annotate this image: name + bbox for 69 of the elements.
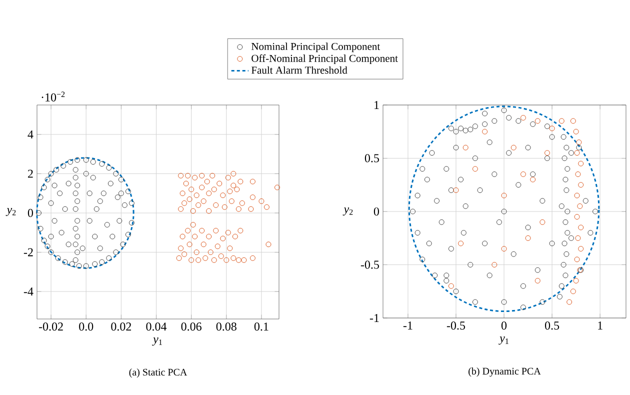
x-tick-label: -0.5: [446, 322, 466, 330]
y-tick-label: 1: [374, 101, 379, 109]
y-tick-label: -0.5: [360, 260, 380, 269]
text: Fault Alarm Threshold: [251, 66, 348, 74]
x-tick-label: 0.06: [181, 322, 202, 331]
point: [578, 224, 584, 230]
x-tick-label: 0.04: [146, 322, 167, 331]
y-tick-label: 0.5: [364, 154, 380, 162]
point: [540, 219, 546, 225]
y-tick-label: -1: [370, 314, 379, 322]
y-tick-label: 0: [374, 207, 380, 216]
point: [578, 182, 584, 188]
point: [558, 118, 564, 124]
y-axis-title: y$_{2}$: [6, 208, 16, 216]
point: [453, 187, 459, 193]
x-tick-label: 0.08: [216, 322, 236, 331]
x-axis-title: y$_{1}$: [152, 338, 162, 346]
point: [575, 235, 581, 241]
x-tick-label: 0.0: [79, 322, 94, 331]
x-tick-label: 0.5: [544, 322, 560, 330]
point: [482, 128, 488, 134]
point: [574, 214, 580, 220]
point: [458, 240, 464, 246]
x-tick-label: 0.1: [254, 322, 268, 331]
y-tick-label: -4: [24, 288, 34, 296]
point: [510, 144, 516, 150]
text: (a) Static PCA: [129, 368, 188, 378]
y-tick-label: 2: [28, 170, 33, 178]
point: [566, 299, 572, 305]
point: [573, 278, 579, 284]
y-tick-label: 0: [28, 208, 34, 218]
point: [448, 283, 454, 289]
point: [574, 256, 580, 262]
point: [544, 150, 550, 156]
point: [577, 203, 583, 209]
x-tick-label: 0: [501, 322, 507, 330]
point: [501, 192, 507, 198]
point: [574, 192, 580, 198]
legend-label: Off-Nominal Principal Component: [252, 54, 398, 64]
point: [549, 126, 555, 132]
text: ·10$^{−2}$: [42, 92, 65, 102]
point: [578, 246, 584, 252]
point: [534, 118, 540, 124]
x-tick-label: 1: [598, 322, 602, 330]
point: [576, 140, 582, 146]
y-axis-title: y$_{2}$: [342, 207, 353, 216]
point: [578, 160, 584, 166]
point: [525, 235, 531, 241]
x-axis-title: y$_{1}$: [498, 336, 508, 345]
y-tick-label: 4: [28, 130, 34, 138]
point: [472, 166, 478, 172]
point: [530, 176, 536, 182]
point: [520, 171, 526, 177]
legend-label: Nominal Principal Component: [251, 42, 380, 52]
point: [570, 118, 576, 124]
point: [570, 288, 576, 294]
point: [492, 262, 498, 268]
text: (b) Dynamic PCA: [468, 368, 541, 377]
point: [534, 278, 540, 284]
point: [462, 144, 468, 150]
point: [574, 150, 580, 156]
point: [501, 246, 507, 252]
y-tick-label: -2: [24, 248, 33, 256]
point: [575, 171, 581, 177]
point: [573, 128, 579, 134]
x-tick-label: -1: [403, 322, 412, 330]
point: [520, 115, 526, 121]
x-tick-label: -0.02: [38, 322, 63, 331]
x-tick-label: 0.02: [111, 322, 132, 331]
